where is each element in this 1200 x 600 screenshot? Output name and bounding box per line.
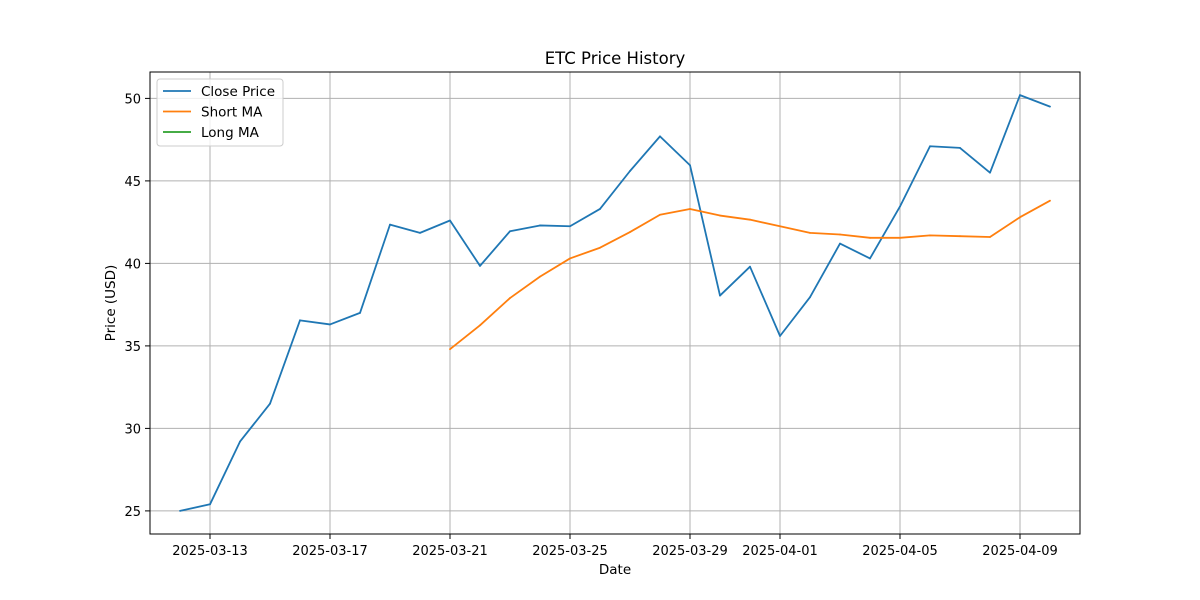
grid-layer (150, 72, 1080, 534)
data-point (1049, 199, 1051, 202)
data-point (659, 135, 661, 138)
data-point (449, 219, 451, 222)
data-point (779, 225, 781, 228)
data-point (719, 214, 721, 217)
data-point (479, 264, 481, 267)
data-point (389, 223, 391, 226)
y-tick-label: 40 (124, 257, 141, 272)
x-tick-label: 2025-03-21 (412, 544, 488, 559)
data-point (869, 257, 871, 260)
data-point (899, 205, 901, 208)
x-axis-title: Date (599, 562, 631, 578)
data-point (509, 297, 511, 299)
data-point (599, 246, 601, 249)
data-point (629, 231, 631, 233)
series-close-price (179, 94, 1051, 512)
data-point (749, 218, 751, 221)
data-point (749, 265, 751, 268)
data-point (659, 213, 661, 216)
data-point (569, 225, 571, 228)
data-point (269, 402, 271, 405)
data-point (959, 235, 961, 238)
data-point (869, 236, 871, 239)
legend-frame (156, 78, 284, 147)
data-point (569, 257, 571, 260)
y-axis-title: Price (USD) (103, 265, 119, 342)
x-tick-label: 2025-04-09 (982, 544, 1058, 559)
x-tick-label: 2025-03-25 (532, 544, 608, 559)
data-point (899, 236, 901, 239)
data-point (209, 503, 211, 506)
legend-label: Short MA (201, 105, 263, 121)
data-point (779, 335, 781, 337)
data-point (839, 233, 841, 236)
data-point (179, 510, 181, 512)
data-point (719, 294, 721, 297)
data-point (329, 323, 331, 326)
data-point (959, 147, 961, 149)
data-point (419, 231, 421, 234)
data-point (1019, 94, 1021, 96)
data-point (629, 170, 631, 172)
plot-frame (149, 71, 1081, 535)
series-layer (179, 94, 1051, 512)
data-point (599, 208, 601, 210)
data-point (989, 171, 991, 174)
data-point (449, 348, 451, 351)
data-point (239, 440, 241, 443)
y-tick-label: 50 (124, 92, 141, 107)
chart-title: ETC Price History (545, 49, 686, 68)
x-tick-label: 2025-04-05 (862, 544, 938, 559)
x-tick-label: 2025-03-29 (652, 544, 728, 559)
legend: Close Price Short MA Long MA (156, 78, 284, 147)
legend-label: Long MA (201, 125, 260, 141)
data-point (929, 145, 931, 148)
data-point (539, 224, 541, 227)
tick-layer: 2025-03-13 2025-03-17 2025-03-21 2025-03-25… (124, 92, 1057, 559)
data-point (539, 275, 541, 278)
data-point (299, 319, 301, 322)
data-point (989, 236, 991, 238)
x-tick-label: 2025-03-13 (172, 544, 248, 559)
data-point (359, 312, 361, 314)
x-tick-label: 2025-03-17 (292, 544, 368, 559)
data-point (1049, 105, 1051, 108)
y-tick-label: 25 (124, 505, 141, 520)
y-tick-label: 45 (124, 175, 141, 190)
data-point (839, 242, 841, 245)
x-tick-label: 2025-04-01 (742, 544, 818, 559)
data-point (929, 234, 931, 237)
series-line (179, 94, 1051, 512)
series-short-ma (449, 199, 1051, 351)
data-point (689, 164, 691, 167)
data-point (809, 231, 811, 234)
data-point (809, 296, 811, 299)
data-point (689, 208, 691, 210)
data-point (1019, 216, 1021, 219)
data-point (509, 230, 511, 233)
data-point (479, 324, 481, 327)
y-tick-label: 35 (124, 340, 141, 355)
y-tick-label: 30 (124, 422, 141, 437)
legend-label: Close Price (201, 84, 275, 100)
